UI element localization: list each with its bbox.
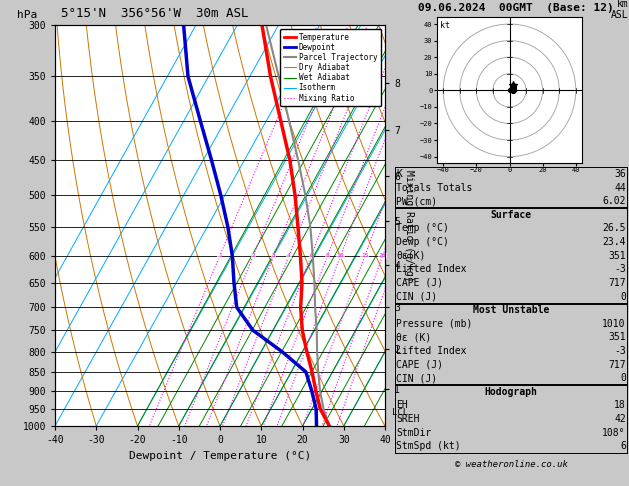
Text: CAPE (J): CAPE (J) [396, 360, 443, 369]
Point [509, 86, 520, 93]
Point [508, 87, 518, 95]
Text: EH: EH [396, 400, 408, 410]
Text: Hodograph: Hodograph [484, 387, 538, 397]
Text: 6: 6 [309, 253, 313, 259]
Text: Most Unstable: Most Unstable [473, 305, 549, 315]
Text: 3: 3 [272, 253, 276, 259]
Text: CAPE (J): CAPE (J) [396, 278, 443, 288]
Text: 8: 8 [326, 253, 330, 259]
Text: 20: 20 [379, 253, 386, 259]
Point [506, 87, 516, 94]
Text: kt: kt [440, 21, 450, 30]
Text: 717: 717 [608, 278, 626, 288]
Text: SREH: SREH [396, 414, 420, 424]
Text: 18: 18 [614, 400, 626, 410]
Text: StmDir: StmDir [396, 428, 431, 437]
Text: 36: 36 [614, 169, 626, 179]
Text: 1010: 1010 [603, 319, 626, 329]
Text: 108°: 108° [603, 428, 626, 437]
Point [508, 82, 518, 89]
Text: θε(K): θε(K) [396, 251, 426, 260]
Text: 5°15'N  356°56'W  30m ASL: 5°15'N 356°56'W 30m ASL [61, 7, 249, 20]
Text: Surface: Surface [491, 210, 532, 220]
Text: K: K [396, 169, 402, 179]
Y-axis label: Mixing Ratio (g/kg): Mixing Ratio (g/kg) [404, 170, 414, 281]
Text: PW (cm): PW (cm) [396, 196, 437, 206]
Point [509, 83, 520, 91]
Text: 0: 0 [620, 292, 626, 301]
Text: 10: 10 [337, 253, 344, 259]
Text: -3: -3 [614, 264, 626, 274]
Text: Lifted Index: Lifted Index [396, 264, 467, 274]
Text: 0: 0 [620, 373, 626, 383]
Text: 44: 44 [614, 183, 626, 192]
Text: 351: 351 [608, 332, 626, 342]
Text: CIN (J): CIN (J) [396, 373, 437, 383]
Text: 4: 4 [287, 253, 291, 259]
Text: -3: -3 [614, 346, 626, 356]
Text: 2: 2 [251, 253, 255, 259]
Text: CIN (J): CIN (J) [396, 292, 437, 301]
Text: 15: 15 [361, 253, 369, 259]
Text: hPa: hPa [17, 10, 38, 20]
Text: StmSpd (kt): StmSpd (kt) [396, 441, 461, 451]
Text: 6.02: 6.02 [603, 196, 626, 206]
Text: 6: 6 [620, 441, 626, 451]
Text: Temp (°C): Temp (°C) [396, 224, 449, 233]
Point [504, 87, 515, 94]
Text: 351: 351 [608, 251, 626, 260]
Text: 09.06.2024  00GMT  (Base: 12): 09.06.2024 00GMT (Base: 12) [418, 2, 614, 13]
Text: 26.5: 26.5 [603, 224, 626, 233]
Text: Lifted Index: Lifted Index [396, 346, 467, 356]
Text: θε (K): θε (K) [396, 332, 431, 342]
Text: 23.4: 23.4 [603, 237, 626, 247]
Legend: Temperature, Dewpoint, Parcel Trajectory, Dry Adiabat, Wet Adiabat, Isotherm, Mi: Temperature, Dewpoint, Parcel Trajectory… [281, 29, 381, 106]
Text: © weatheronline.co.uk: © weatheronline.co.uk [455, 460, 567, 469]
Text: LCL: LCL [392, 408, 408, 417]
Text: 717: 717 [608, 360, 626, 369]
Text: Dewp (°C): Dewp (°C) [396, 237, 449, 247]
Text: 1: 1 [218, 253, 221, 259]
X-axis label: Dewpoint / Temperature (°C): Dewpoint / Temperature (°C) [129, 451, 311, 461]
Text: Totals Totals: Totals Totals [396, 183, 472, 192]
Text: km
ASL: km ASL [611, 0, 628, 20]
Text: Pressure (mb): Pressure (mb) [396, 319, 472, 329]
Text: 42: 42 [614, 414, 626, 424]
